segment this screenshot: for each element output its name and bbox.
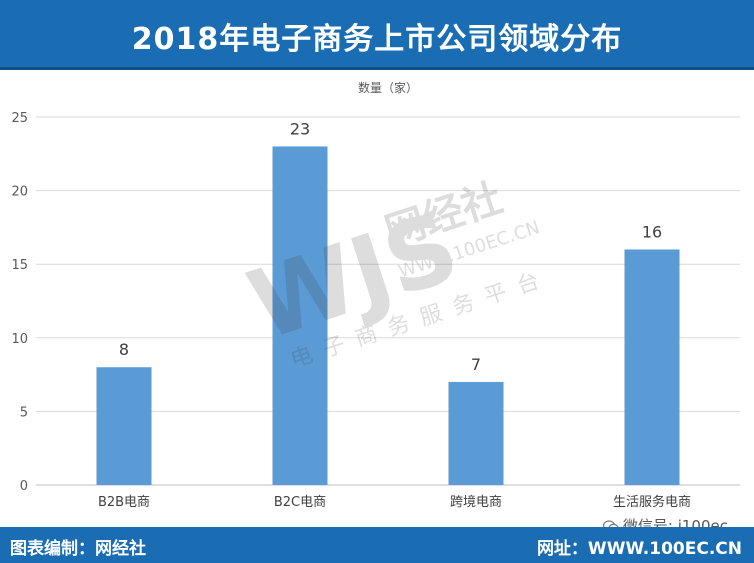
data-label: 8 [119, 340, 129, 359]
footer-credit: 图表编制：网经社 [10, 539, 146, 559]
data-label: 7 [471, 355, 481, 374]
bar [272, 146, 328, 485]
x-tick-label: B2B电商 [98, 495, 150, 510]
data-label: 23 [290, 119, 310, 138]
chart-title: 2018年电子商务上市公司领域分布 [131, 22, 623, 57]
title-banner: 2018年电子商务上市公司领域分布 [0, 0, 754, 70]
footer-website: 网址：WWW.100EC.CN [536, 539, 742, 559]
bar [96, 367, 152, 485]
y-tick-label: 20 [11, 185, 28, 200]
bar [624, 249, 680, 485]
y-tick-label: 10 [11, 332, 28, 347]
x-tick-label: 跨境电商 [450, 495, 502, 510]
bar [448, 381, 504, 485]
y-tick-label: 5 [20, 405, 28, 420]
bar-chart: 数量（家） 0 5 10 15 20 25 8 B2B电商 23 B2C电商 7 跨境电商 16 生活服务电… [11, 80, 740, 510]
y-axis-title: 数量（家） [358, 80, 418, 95]
y-tick-label: 15 [11, 258, 28, 273]
data-label: 16 [642, 222, 662, 241]
plot-area: 数量（家） 0 5 10 15 20 25 8 B2B电商 23 B2C电商 7 跨境电商 16 生活服务电… [0, 70, 754, 525]
x-tick-label: B2C电商 [274, 495, 326, 510]
y-tick-label: 0 [20, 479, 28, 494]
footer-bar: 图表编制：网经社 网址：WWW.100EC.CN [0, 527, 754, 563]
y-tick-label: 25 [11, 111, 28, 126]
x-tick-label: 生活服务电商 [613, 494, 691, 510]
